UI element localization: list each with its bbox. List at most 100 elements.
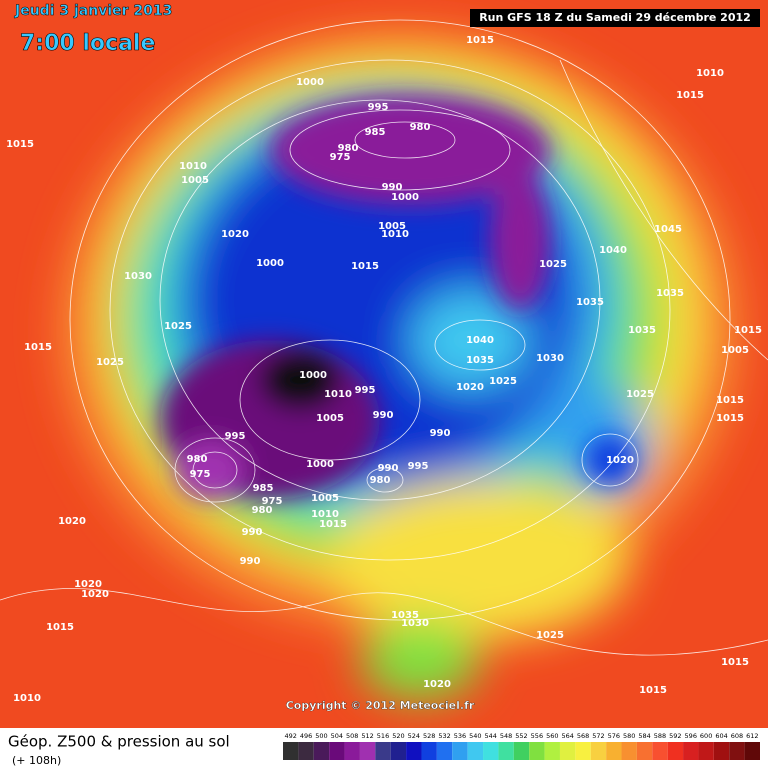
colorbar-swatch	[698, 742, 714, 760]
colorbar-swatch	[283, 742, 299, 760]
colorbar-label: 500	[315, 732, 327, 740]
isobar-label: 1010	[311, 509, 339, 520]
colorbar-label: 564	[561, 732, 573, 740]
colorbar-label: 544	[485, 732, 497, 740]
isobar-label: 1020	[58, 516, 86, 527]
colorbar-swatch	[467, 742, 484, 760]
isobar-label: 1005	[181, 175, 209, 186]
colorbar-label: 504	[331, 732, 343, 740]
isobar-label: 1005	[311, 493, 339, 504]
isobar-label: 1015	[24, 342, 52, 353]
isobar-label: 1010	[696, 68, 724, 79]
isobar-label: 1030	[124, 271, 152, 282]
colorbar-label: 524	[408, 732, 420, 740]
isobar-label: 1015	[319, 519, 347, 530]
colorbar-label: 580	[623, 732, 635, 740]
colorbar-swatch	[313, 742, 330, 760]
colorbar-label: 600	[700, 732, 712, 740]
isobar-label: 990	[240, 556, 261, 567]
isobar-label: 1000	[296, 77, 324, 88]
colorbar-swatch	[375, 742, 391, 760]
isobar-label: 1025	[489, 376, 517, 387]
isobar-label: 990	[378, 463, 399, 474]
isobar-label: 995	[368, 102, 389, 113]
colorbar-swatch	[436, 742, 453, 760]
footer: Géop. Z500 & pression au sol (+ 108h) 49…	[8, 732, 760, 767]
colorbar-swatch	[359, 742, 376, 760]
colorbar-label: 540	[469, 732, 481, 740]
isobar-label: 985	[365, 127, 386, 138]
colorbar-label: 516	[377, 732, 389, 740]
colorbar-label: 492	[284, 732, 296, 740]
colorbar-label: 536	[454, 732, 466, 740]
isobar-label: 1020	[221, 229, 249, 240]
colorbar-swatch	[636, 742, 653, 760]
isobar-label: 1015	[6, 139, 34, 150]
isobar-label: 980	[338, 143, 359, 154]
colorbar-label: 552	[515, 732, 527, 740]
isobar-label: 995	[408, 461, 429, 472]
isobar-label: 1020	[456, 382, 484, 393]
colorbar-swatch	[529, 742, 545, 760]
colorbar-label: 528	[423, 732, 435, 740]
isobar-label: 1015	[721, 657, 749, 668]
isobar-label: 1020	[423, 679, 451, 690]
colorbar-label: 496	[300, 732, 312, 740]
colorbar-swatch	[621, 742, 637, 760]
isobar-label: 1030	[401, 618, 429, 629]
isobar-label: 1035	[628, 325, 656, 336]
colorbar-swatch	[652, 742, 668, 760]
colorbar-swatch	[483, 742, 499, 760]
colorbar: 492 496 500 504 508 512 516 520 524 528 532 536 540 5…	[283, 732, 760, 760]
isobar-label: 1010	[381, 229, 409, 240]
isobar-label: 1015	[351, 261, 379, 272]
isobar-label: 1015	[716, 395, 744, 406]
colorbar-swatch	[744, 742, 760, 760]
run-banner	[470, 9, 760, 27]
isobar-label: 980	[187, 454, 208, 465]
colorbar-swatch	[667, 742, 684, 760]
colorbar-label: 508	[346, 732, 358, 740]
isobar-label: 1015	[46, 622, 74, 633]
isobar-label: 1025	[96, 357, 124, 368]
colorbar-label: 576	[608, 732, 620, 740]
isobar-label: 990	[382, 182, 403, 193]
isobar-label: 990	[373, 410, 394, 421]
isobar-label: 995	[225, 431, 246, 442]
colorbar-swatch	[329, 742, 345, 760]
isobar-label: 1035	[656, 288, 684, 299]
colorbar-swatch	[544, 742, 560, 760]
colorbar-swatch	[452, 742, 468, 760]
colorbar-swatch	[559, 742, 576, 760]
isobar-label: 1015	[676, 90, 704, 101]
isobar-label: 1025	[539, 259, 567, 270]
isobar-label: 1010	[179, 161, 207, 172]
isobar-label: 1015	[716, 413, 744, 424]
colorbar-swatch	[683, 742, 699, 760]
isobar-label: 985	[253, 483, 274, 494]
colorbar-label: 604	[715, 732, 727, 740]
isobar-label: 1010	[324, 389, 352, 400]
colorbar-label: 520	[392, 732, 404, 740]
isobar-label: 1020	[606, 455, 634, 466]
isobar-label: 1015	[639, 685, 667, 696]
colorbar-swatch	[344, 742, 360, 760]
isobar-label: 975	[190, 469, 211, 480]
colorbar-label: 556	[531, 732, 543, 740]
isobar-label: 1035	[466, 355, 494, 366]
isobar-label: 1025	[164, 321, 192, 332]
footer-title: Géop. Z500 & pression au sol	[8, 733, 230, 751]
colorbar-label: 588	[654, 732, 666, 740]
isobar-label: 1005	[316, 413, 344, 424]
colorbar-label: 560	[546, 732, 558, 740]
colorbar-label: 512	[361, 732, 373, 740]
isobar-label: 1035	[391, 610, 419, 621]
colorbar-label: 608	[731, 732, 743, 740]
isobar-label: 980	[410, 122, 431, 133]
colorbar-swatch	[713, 742, 730, 760]
isobar-label: 990	[430, 428, 451, 439]
run-info: Run GFS 18 Z du Samedi 29 décembre 2012	[479, 11, 751, 24]
